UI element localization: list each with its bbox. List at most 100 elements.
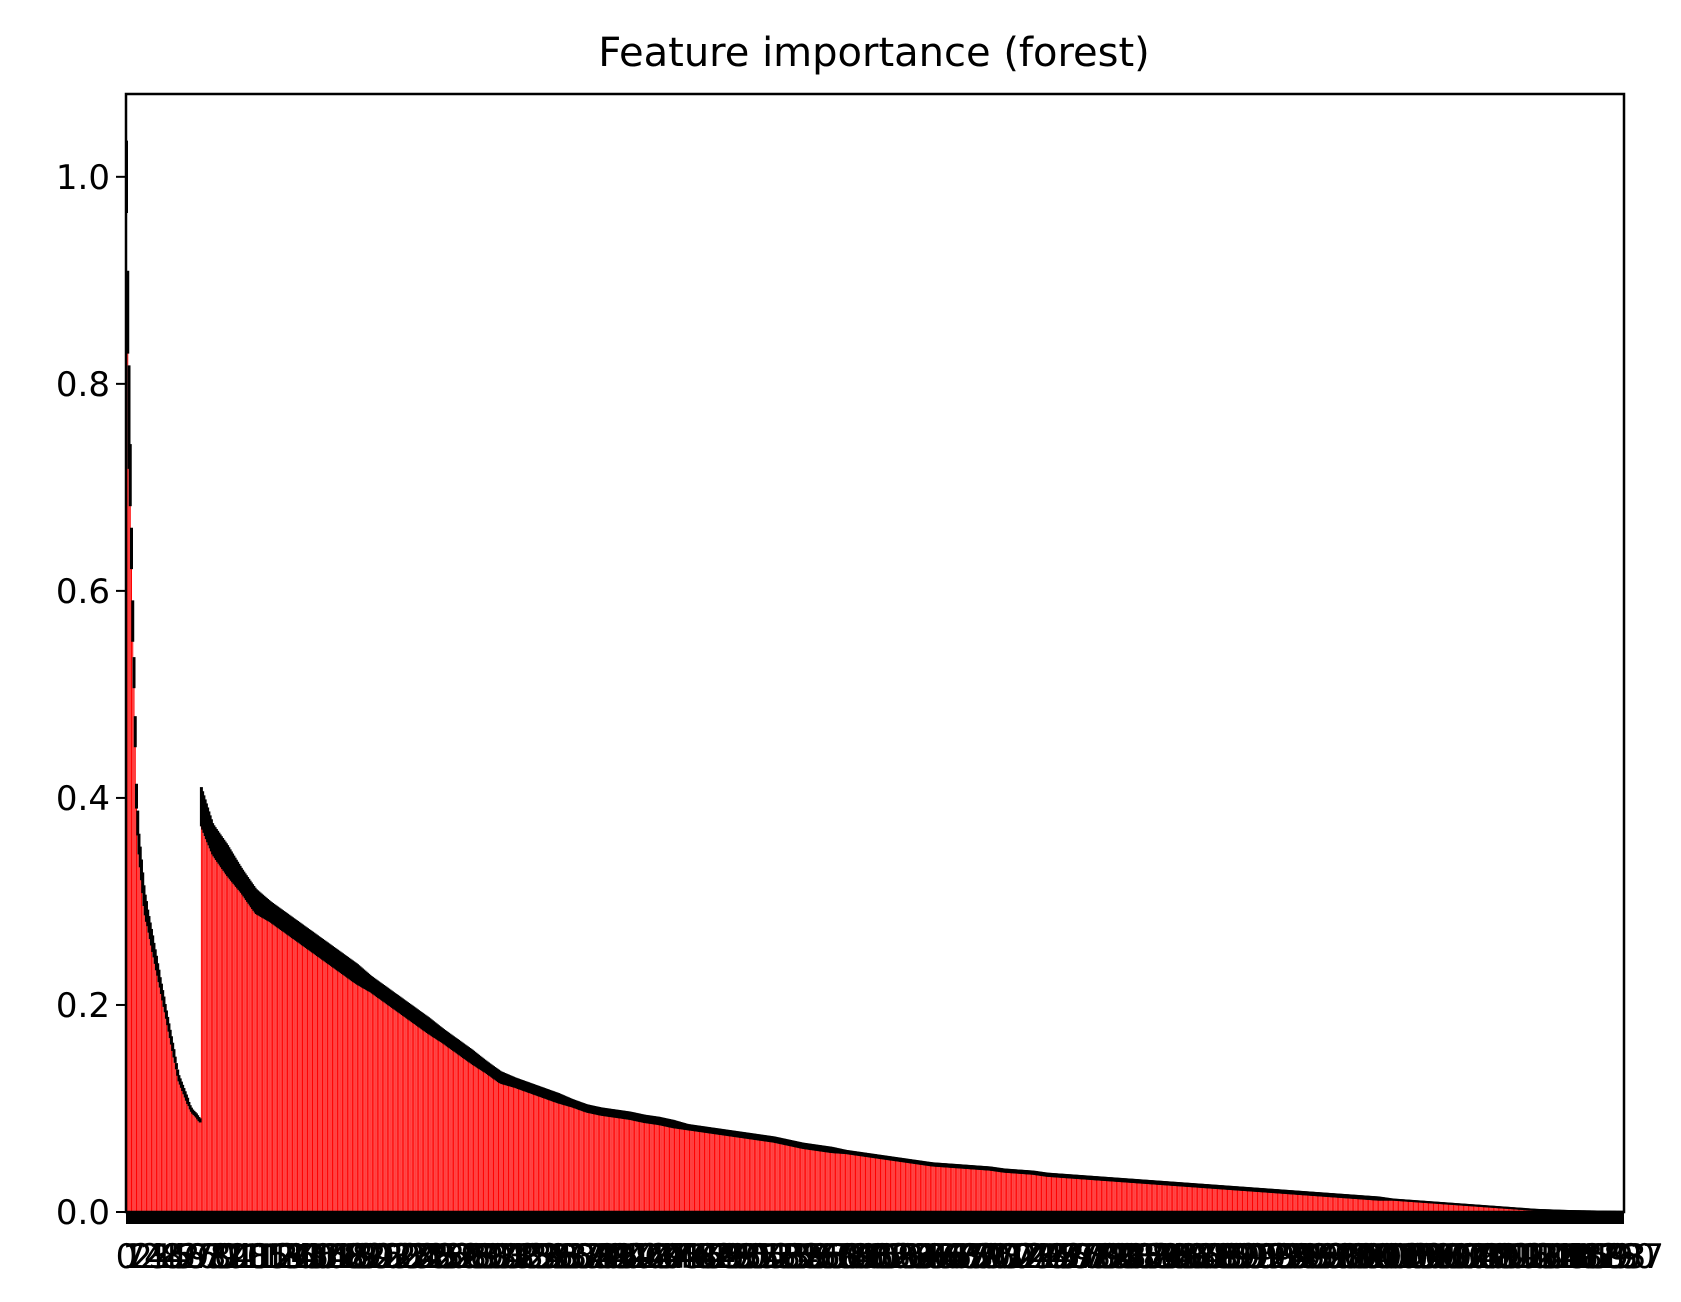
- bar: [1093, 1178, 1095, 1212]
- bar: [1123, 1180, 1125, 1212]
- bar: [434, 1030, 436, 1212]
- bar: [265, 908, 267, 1212]
- bar: [1471, 1205, 1473, 1212]
- x-tick-label: 42: [157, 1237, 200, 1277]
- bar: [810, 1146, 812, 1212]
- bar: [629, 1115, 631, 1212]
- bar: [1001, 1170, 1003, 1212]
- bar: [939, 1164, 941, 1212]
- bar: [582, 1107, 584, 1212]
- bar: [1336, 1195, 1338, 1212]
- bar: [1500, 1207, 1502, 1212]
- bar: [1113, 1179, 1115, 1212]
- bar: [650, 1119, 652, 1212]
- bar: [405, 1009, 407, 1212]
- bar: [233, 869, 235, 1212]
- bar: [128, 417, 130, 1213]
- bar: [493, 1072, 495, 1212]
- bar: [1051, 1175, 1053, 1212]
- bar: [1239, 1188, 1241, 1212]
- x-tick-label: 133: [260, 1237, 325, 1277]
- bar: [941, 1165, 943, 1212]
- bar: [1068, 1176, 1070, 1212]
- x-tick-label: 35: [149, 1237, 192, 1277]
- bar: [1089, 1177, 1091, 1212]
- bar: [702, 1129, 704, 1212]
- bar: [1145, 1181, 1147, 1212]
- bar: [835, 1150, 837, 1212]
- bar: [736, 1134, 738, 1212]
- bar: [1511, 1208, 1513, 1212]
- bar: [791, 1143, 793, 1212]
- bar: [571, 1103, 573, 1212]
- bar: [1167, 1183, 1169, 1212]
- bar: [1436, 1202, 1438, 1212]
- x-tick-label: 252: [409, 1237, 474, 1277]
- bar: [1193, 1185, 1195, 1212]
- bar: [1509, 1207, 1511, 1212]
- x-tick-label: 518: [741, 1237, 806, 1277]
- bar: [172, 1046, 174, 1212]
- bar: [1158, 1182, 1160, 1212]
- bar: [1335, 1195, 1337, 1212]
- bar: [1309, 1193, 1311, 1212]
- bar: [127, 312, 129, 1213]
- bar: [491, 1071, 493, 1212]
- bar: [873, 1156, 875, 1212]
- bar: [1290, 1192, 1292, 1212]
- bar: [1187, 1184, 1189, 1212]
- bar: [1404, 1200, 1406, 1212]
- bar: [257, 902, 259, 1212]
- bar: [1075, 1176, 1077, 1212]
- bar: [230, 866, 232, 1212]
- bar: [227, 860, 229, 1212]
- bar: [817, 1147, 819, 1212]
- bar: [584, 1107, 586, 1212]
- bar: [956, 1166, 958, 1212]
- bar: [1033, 1172, 1035, 1212]
- bar: [842, 1151, 844, 1212]
- x-tick-label: 854: [1160, 1237, 1225, 1277]
- bar: [1149, 1182, 1151, 1212]
- bar: [1301, 1193, 1303, 1212]
- bar: [220, 851, 222, 1212]
- bar: [768, 1138, 770, 1212]
- bar: [474, 1058, 476, 1212]
- bar: [796, 1144, 798, 1212]
- bar: [1134, 1181, 1136, 1212]
- x-tick-label: 525: [749, 1237, 814, 1277]
- bar: [188, 1104, 190, 1212]
- bar: [770, 1139, 772, 1212]
- bar: [438, 1032, 440, 1212]
- bar: [1248, 1189, 1250, 1212]
- bar: [753, 1136, 755, 1212]
- x-tick-label: 749: [1029, 1237, 1094, 1277]
- x-tick-label: 378: [566, 1237, 631, 1277]
- bar: [504, 1078, 506, 1212]
- x-tick-label: 721: [994, 1237, 1059, 1277]
- bar: [978, 1167, 980, 1212]
- bar: [522, 1085, 524, 1212]
- x-tick-label: 238: [391, 1237, 456, 1277]
- x-tick-label: 903: [1221, 1237, 1286, 1277]
- bar: [515, 1082, 517, 1212]
- bar: [1405, 1200, 1407, 1212]
- x-tick-label: 224: [374, 1237, 439, 1277]
- bar: [1162, 1183, 1164, 1212]
- bar: [1423, 1201, 1425, 1212]
- bar: [806, 1146, 808, 1212]
- bar: [1438, 1202, 1439, 1212]
- bar: [1331, 1195, 1333, 1212]
- bar: [416, 1017, 418, 1212]
- bar: [655, 1120, 657, 1212]
- bar: [923, 1163, 925, 1212]
- bar: [1038, 1173, 1040, 1212]
- bar: [1160, 1182, 1162, 1212]
- x-tick-label: 196: [339, 1237, 404, 1277]
- bar: [818, 1148, 820, 1212]
- bar: [670, 1123, 672, 1212]
- bar: [1406, 1200, 1408, 1212]
- bar: [1029, 1172, 1031, 1212]
- bar: [1024, 1172, 1026, 1212]
- bar: [1323, 1194, 1325, 1212]
